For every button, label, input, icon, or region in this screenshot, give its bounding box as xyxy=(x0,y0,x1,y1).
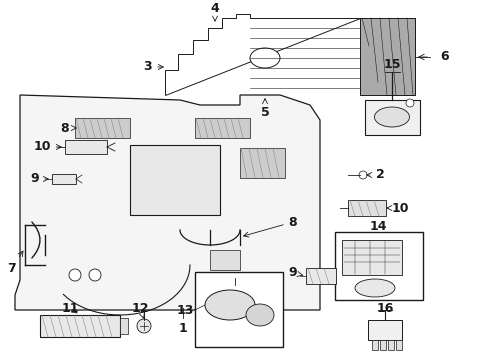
Text: 10: 10 xyxy=(386,202,408,215)
Text: 15: 15 xyxy=(383,58,400,72)
Bar xyxy=(40,315,120,337)
Ellipse shape xyxy=(354,279,394,297)
Polygon shape xyxy=(359,18,414,95)
Bar xyxy=(371,340,377,350)
Ellipse shape xyxy=(249,48,280,68)
Circle shape xyxy=(358,171,366,179)
Text: 1: 1 xyxy=(178,321,187,334)
Bar xyxy=(379,340,385,350)
Text: 8: 8 xyxy=(243,216,297,237)
Bar xyxy=(120,318,128,334)
Bar xyxy=(130,145,220,215)
Text: 13: 13 xyxy=(176,303,193,316)
Text: 9: 9 xyxy=(31,172,48,185)
Bar xyxy=(395,340,401,350)
Text: 16: 16 xyxy=(376,302,393,315)
Bar xyxy=(209,250,240,270)
Bar xyxy=(387,340,393,350)
Text: 7: 7 xyxy=(8,251,23,274)
Bar xyxy=(305,268,335,284)
Text: 8: 8 xyxy=(61,122,76,135)
Bar xyxy=(75,118,130,138)
Text: 3: 3 xyxy=(143,60,163,73)
Text: 2: 2 xyxy=(366,168,384,181)
Ellipse shape xyxy=(374,107,408,127)
Circle shape xyxy=(137,319,151,333)
Text: 11: 11 xyxy=(61,302,79,315)
Bar xyxy=(195,272,283,347)
Text: 12: 12 xyxy=(131,302,148,318)
Bar xyxy=(334,232,422,300)
Ellipse shape xyxy=(204,290,254,320)
Bar xyxy=(367,320,401,340)
FancyArrowPatch shape xyxy=(32,222,40,258)
Polygon shape xyxy=(164,14,414,95)
Text: 14: 14 xyxy=(368,220,386,233)
Text: 9: 9 xyxy=(288,266,302,279)
Text: 6: 6 xyxy=(440,50,448,63)
Text: 5: 5 xyxy=(260,99,269,118)
Text: 4: 4 xyxy=(210,1,219,21)
Polygon shape xyxy=(15,95,319,310)
Bar xyxy=(52,174,76,184)
Text: 10: 10 xyxy=(33,140,61,153)
Bar xyxy=(240,148,285,178)
Circle shape xyxy=(69,269,81,281)
Bar xyxy=(65,140,107,154)
Bar xyxy=(347,200,385,216)
Bar xyxy=(341,240,401,275)
Circle shape xyxy=(405,99,413,107)
Circle shape xyxy=(89,269,101,281)
Bar xyxy=(364,100,419,135)
Ellipse shape xyxy=(245,304,273,326)
Bar xyxy=(195,118,249,138)
